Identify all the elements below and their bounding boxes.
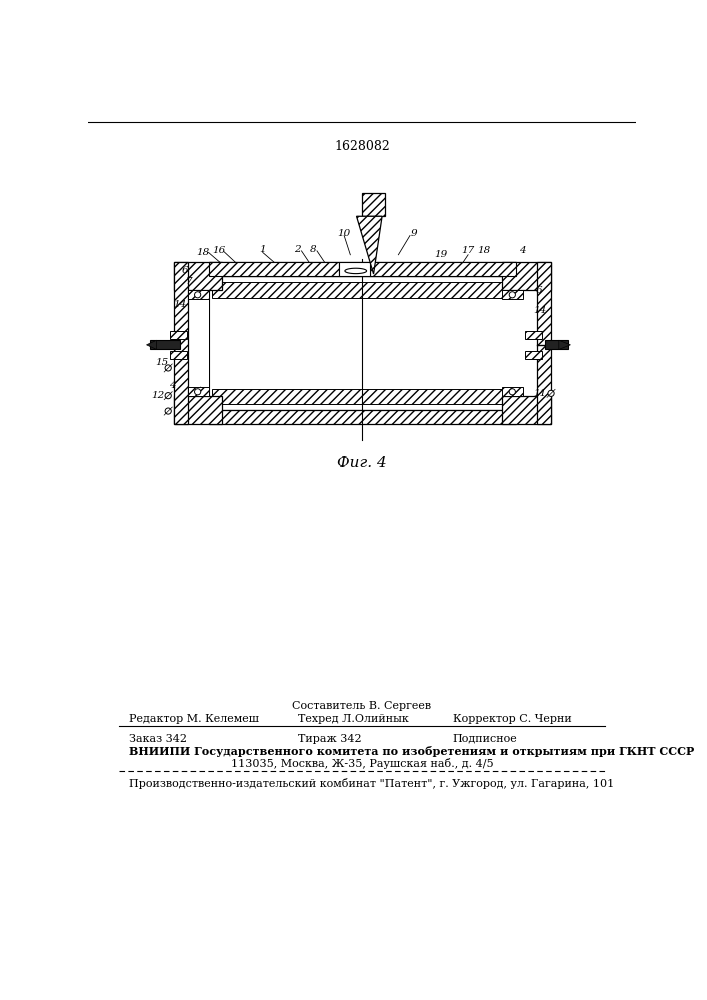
Text: 6: 6	[536, 286, 543, 295]
Bar	[174, 262, 187, 424]
Bar	[174, 396, 223, 424]
Bar	[212, 389, 513, 404]
Bar	[525, 331, 542, 339]
Bar	[502, 290, 523, 299]
Circle shape	[165, 365, 171, 371]
Text: 2: 2	[294, 245, 301, 254]
Text: 1: 1	[259, 245, 266, 254]
Bar	[209, 262, 516, 276]
Text: Составитель В. Сергеев: Составитель В. Сергеев	[293, 701, 431, 711]
Bar	[174, 262, 223, 290]
Bar	[502, 387, 523, 396]
Text: 10: 10	[337, 229, 351, 238]
Text: 11: 11	[533, 389, 546, 398]
Text: Корректор С. Черни: Корректор С. Черни	[452, 714, 571, 724]
Text: 17: 17	[462, 246, 474, 255]
Bar	[209, 262, 339, 276]
Bar	[537, 262, 551, 424]
Text: 18: 18	[477, 246, 490, 255]
Text: 4: 4	[519, 246, 526, 255]
Bar	[151, 340, 180, 349]
Text: 16: 16	[212, 246, 226, 255]
Text: 8: 8	[310, 245, 317, 254]
Circle shape	[165, 408, 171, 414]
Text: ВНИИПИ Государственного комитета по изобретениям и открытиям при ГКНТ СССР: ВНИИПИ Государственного комитета по изоб…	[129, 746, 694, 757]
Circle shape	[165, 393, 171, 399]
Polygon shape	[559, 340, 571, 349]
Circle shape	[509, 389, 515, 395]
Bar	[187, 290, 209, 396]
Bar	[525, 351, 542, 359]
Bar	[170, 331, 187, 339]
Text: Фиг. 4: Фиг. 4	[337, 456, 387, 470]
Bar	[370, 262, 516, 276]
Text: 15: 15	[156, 358, 169, 367]
Circle shape	[548, 390, 554, 396]
Text: 12: 12	[151, 391, 165, 400]
Bar	[339, 262, 370, 276]
Text: 14: 14	[173, 300, 187, 309]
Bar	[209, 410, 516, 424]
Bar	[212, 282, 513, 298]
Bar	[170, 351, 187, 359]
Text: 6: 6	[182, 266, 189, 275]
Bar	[209, 276, 516, 410]
Circle shape	[509, 292, 515, 298]
Circle shape	[194, 389, 201, 395]
Text: 18: 18	[197, 248, 210, 257]
Text: Тираж 342: Тираж 342	[298, 734, 361, 744]
Polygon shape	[146, 340, 156, 349]
Bar	[187, 290, 209, 299]
Bar	[502, 262, 551, 290]
Text: 14: 14	[533, 306, 546, 315]
Text: 19: 19	[434, 250, 448, 259]
Bar	[502, 290, 523, 396]
Text: 7: 7	[186, 277, 192, 286]
Circle shape	[194, 292, 201, 298]
Text: Техред Л.Олийнык: Техред Л.Олийнык	[298, 714, 409, 724]
Text: Редактор М. Келемеш: Редактор М. Келемеш	[129, 714, 259, 724]
Bar	[502, 396, 551, 424]
Text: Заказ 342: Заказ 342	[129, 734, 187, 744]
Bar	[187, 387, 209, 396]
Polygon shape	[345, 268, 367, 274]
Text: 113035, Москва, Ж-35, Раушская наб., д. 4/5: 113035, Москва, Ж-35, Раушская наб., д. …	[230, 758, 493, 769]
Text: Подписное: Подписное	[452, 734, 518, 744]
Text: 4: 4	[169, 381, 175, 390]
Polygon shape	[356, 216, 382, 274]
Text: Производственно-издательский комбинат "Патент", г. Ужгород, ул. Гагарина, 101: Производственно-издательский комбинат "П…	[129, 778, 614, 789]
Bar	[545, 340, 568, 349]
Text: 1628082: 1628082	[334, 140, 390, 153]
Text: 9: 9	[411, 229, 417, 238]
Bar	[362, 193, 385, 216]
